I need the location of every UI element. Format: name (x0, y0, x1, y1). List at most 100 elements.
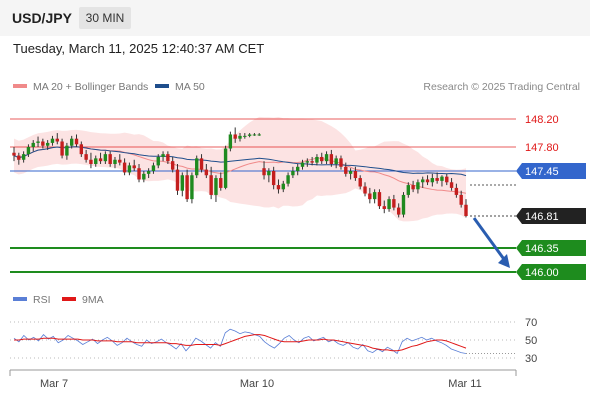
candle-body (26, 147, 31, 155)
candle-body (175, 169, 180, 191)
candle-body (65, 145, 69, 156)
candle-body (21, 154, 26, 160)
candle-body (392, 199, 396, 208)
ma20-legend-label: MA 20 + Bollinger Bands (33, 81, 148, 93)
candle-body (257, 134, 261, 136)
candle-body (435, 178, 439, 181)
candle-body (247, 134, 252, 136)
rsi-line (13, 328, 467, 355)
candle-body (98, 158, 103, 162)
bollinger-band-area (14, 116, 466, 222)
candle-body (36, 141, 40, 143)
ma20-legend-swatch (13, 84, 27, 88)
timestamp: Tuesday, March 11, 2025 12:40:37 AM CET (13, 41, 265, 56)
candle-body (199, 158, 204, 170)
candle-body (445, 176, 449, 183)
candle-body (267, 171, 271, 176)
candle-body (276, 185, 281, 190)
candle-body (291, 171, 295, 176)
candle-body (430, 178, 435, 183)
ma50-legend-swatch (155, 84, 169, 88)
projection-line (472, 217, 508, 263)
candle-body (142, 173, 146, 180)
rsi-tick-label: 50 (525, 335, 537, 347)
candle-body (252, 134, 257, 136)
ma50-legend-label: MA 50 (175, 81, 205, 93)
candle-body (70, 138, 74, 146)
candle-body (180, 175, 184, 191)
candle-body (281, 183, 285, 190)
candle-body (305, 161, 310, 163)
level-tag-last (516, 208, 586, 224)
candle-body (449, 182, 454, 188)
candle-body (300, 162, 305, 167)
candle-body (55, 138, 59, 142)
candle-body (459, 194, 463, 205)
candle-body (339, 158, 343, 167)
moving-averages (13, 146, 467, 194)
candle-body (60, 141, 64, 156)
candle-body (12, 152, 16, 156)
candle-body (50, 138, 55, 143)
candle-body (127, 165, 132, 173)
symbol-label: USD/JPY (12, 10, 72, 26)
candle-body (190, 175, 194, 200)
candle-body (271, 171, 276, 186)
x-tick-label: Mar 10 (240, 378, 274, 390)
candle-body (17, 155, 21, 160)
candle-body (118, 159, 122, 163)
candle-body (334, 158, 338, 164)
projection-arrowhead (498, 254, 510, 268)
candle-body (368, 193, 372, 200)
projection-arrow (472, 217, 510, 268)
candle-body (41, 141, 45, 146)
candle-body (132, 165, 136, 169)
candle-body (411, 185, 415, 190)
candle-body (170, 161, 175, 170)
candle-body (31, 142, 35, 147)
candle-body (204, 169, 209, 176)
ma9-legend-label: 9MA (82, 294, 104, 306)
candle-body (156, 156, 160, 166)
candle-body (348, 171, 353, 174)
candle-body (214, 178, 218, 195)
candle-body (113, 159, 117, 164)
candle-body (228, 134, 233, 149)
candle-body (166, 154, 170, 162)
candle-body (320, 156, 324, 162)
candle-body (238, 135, 242, 139)
candle-body (372, 192, 377, 200)
rsi-legend-label: RSI (33, 294, 51, 306)
level-tag-support (516, 264, 586, 280)
candle-body (440, 176, 444, 181)
rsi-ma9-line (14, 334, 467, 352)
level-label-resistance: 147.80 (525, 142, 559, 154)
level-label-last: 146.81 (525, 211, 559, 223)
candle-body (108, 154, 112, 164)
chart-header: USD/JPY 30 MIN (0, 0, 590, 36)
rsi-panel: 70 50 30 (10, 317, 537, 365)
level-tag-pivot (516, 163, 586, 179)
candle-body (358, 178, 362, 187)
credit-text: Research © 2025 Trading Central (423, 81, 580, 93)
candle-body (315, 156, 319, 163)
level-label-support: 146.35 (525, 243, 559, 255)
candle-body (382, 206, 386, 209)
candle-body (344, 166, 348, 174)
timeframe-badge[interactable]: 30 MIN (79, 7, 131, 29)
candle-body (103, 154, 108, 162)
candle-body (79, 144, 84, 155)
rsi-legend-swatch (13, 297, 27, 301)
ma50-line (13, 146, 467, 177)
candle-body (94, 158, 98, 164)
candle-body (195, 158, 199, 176)
candle-body (387, 199, 391, 209)
candle-body (45, 142, 50, 146)
candle-body (209, 175, 213, 195)
candle-body (416, 182, 420, 190)
candle-body (74, 138, 79, 145)
rsi-tick-label: 30 (525, 353, 537, 365)
candle-body (454, 187, 459, 195)
candle-body (353, 171, 358, 179)
